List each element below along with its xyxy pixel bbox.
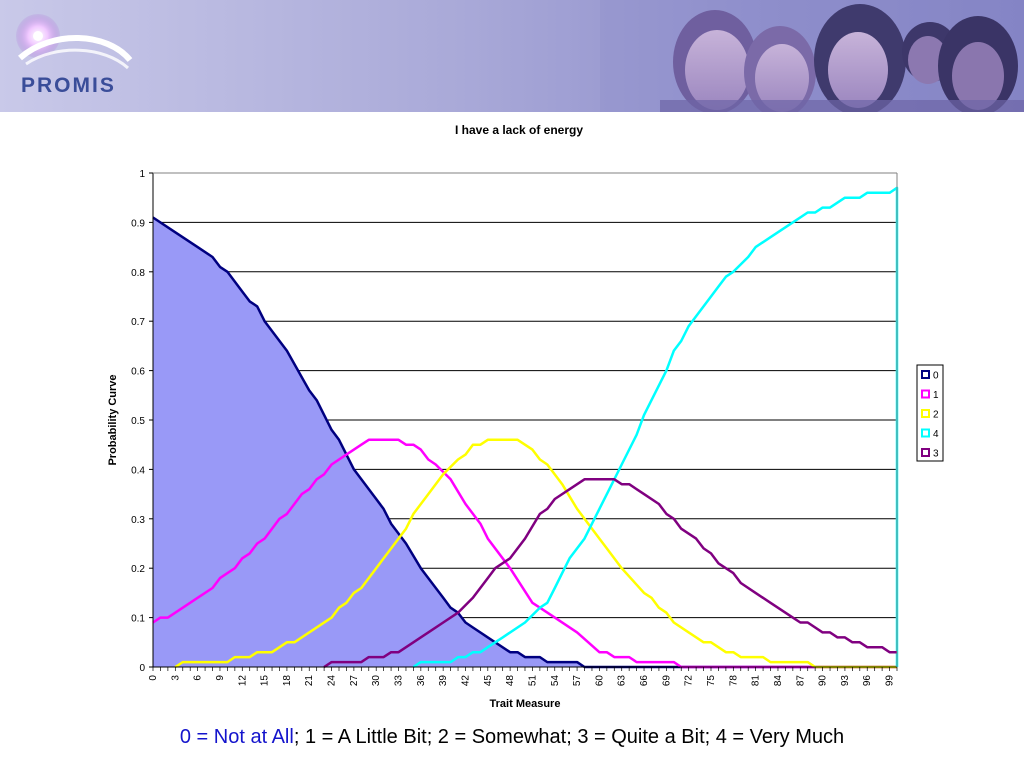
legend-swatch-1 (921, 389, 930, 399)
x-tick-label: 78 (728, 675, 739, 687)
people-photo-icon (600, 0, 1024, 112)
footnote-rest: ; 1 = A Little Bit; 2 = Somewhat; 3 = Qu… (293, 726, 845, 748)
footnote-highlight: 0 = Not at All (179, 726, 294, 748)
series-line-1 (152, 438, 897, 669)
x-tick-label: 72 (684, 675, 695, 687)
x-tick-label: 3 (170, 675, 181, 681)
x-tick-label: 30 (371, 675, 382, 687)
x-tick-label: 90 (818, 675, 829, 687)
legend-swatch-0 (921, 370, 930, 379)
x-tick-label: 60 (594, 675, 605, 687)
x-tick-label: 42 (460, 675, 471, 687)
header-banner: PROMIS (0, 0, 1024, 112)
x-tick-label: 57 (572, 675, 583, 687)
starburst-logo-icon (16, 14, 133, 70)
x-tick-label: 12 (237, 675, 248, 687)
legend-swatch-3 (921, 448, 930, 457)
x-tick-label: 9 (215, 675, 226, 681)
x-tick-label: 66 (639, 675, 650, 687)
x-tick-label: 93 (840, 675, 851, 687)
logo-text: PROMIS (21, 74, 116, 97)
series-line-3 (323, 478, 897, 669)
x-tick-label: 27 (349, 675, 360, 687)
y-tick-label: 0.2 (131, 564, 145, 575)
x-tick-label: 18 (282, 675, 293, 687)
x-tick-label: 36 (416, 675, 427, 687)
series-line-0 (152, 216, 897, 669)
footnote: 0 = Not at All; 1 = A Little Bit; 2 = So… (0, 726, 1024, 749)
x-tick-label: 6 (193, 675, 204, 681)
x-tick-label: 48 (505, 675, 516, 687)
y-tick-label: 0.6 (131, 367, 145, 378)
y-tick-label: 0.4 (131, 465, 145, 476)
y-tick-label: 0.5 (131, 416, 145, 427)
x-tick-label: 75 (706, 675, 717, 687)
chart-title: I have a lack of energy (455, 123, 583, 137)
y-axis-label: Probability Curve (107, 374, 119, 465)
y-tick-label: 1 (139, 169, 145, 180)
x-tick-label: 87 (795, 675, 806, 687)
legend-label-2: 2 (933, 410, 939, 421)
series-line-4 (412, 186, 899, 669)
y-tick-label: 0.8 (131, 268, 145, 279)
x-tick-label: 84 (773, 675, 784, 687)
x-tick-label: 24 (327, 675, 338, 687)
legend-label-0: 0 (933, 371, 939, 382)
y-tick-label: 0.1 (131, 614, 145, 625)
x-tick-label: 45 (483, 675, 494, 687)
series-0-area (153, 217, 897, 667)
legend-swatch-2 (921, 409, 930, 418)
y-tick-label: 0.9 (131, 218, 145, 229)
promis-logo: PROMIS (12, 10, 134, 104)
y-tick-label: 0.3 (131, 515, 145, 526)
x-tick-label: 99 (885, 675, 896, 687)
x-tick-label: 0 (148, 675, 159, 681)
x-tick-label: 39 (438, 675, 449, 687)
x-tick-label: 33 (394, 675, 405, 687)
x-axis-label: Trait Measure (490, 698, 561, 710)
x-tick-label: 63 (617, 675, 628, 687)
probability-chart: I have a lack of energy 0 0.1 0.2 0.3 0.4 0.5 0… (107, 123, 944, 710)
y-tick-label: 0.7 (131, 317, 145, 328)
x-tick-label: 21 (304, 675, 315, 687)
x-tick-label: 96 (862, 675, 873, 687)
x-tick-label: 81 (751, 675, 762, 687)
legend-label-3: 3 (933, 449, 939, 460)
x-tick-label: 15 (260, 675, 271, 687)
series-line-2 (174, 438, 897, 669)
legend-label-4: 4 (933, 429, 939, 440)
x-tick-label: 69 (661, 675, 672, 687)
legend-label-1: 1 (933, 390, 939, 401)
legend-swatch-4 (921, 428, 930, 438)
x-tick-label: 54 (550, 675, 561, 687)
y-tick-label: 0 (139, 663, 145, 674)
x-tick-label: 51 (527, 675, 538, 687)
